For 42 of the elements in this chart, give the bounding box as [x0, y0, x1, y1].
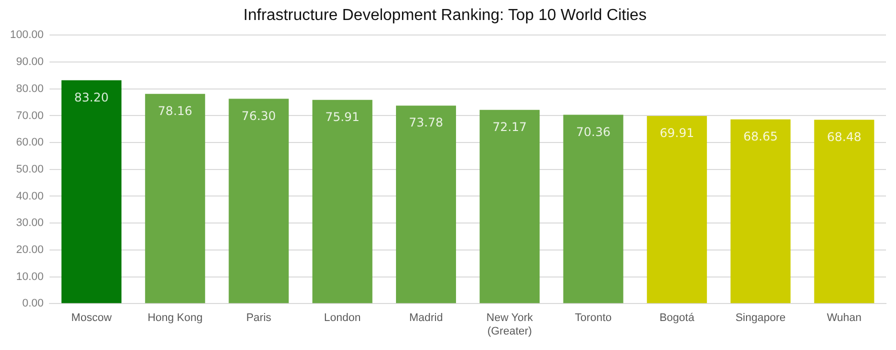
y-tick-label: 20.00	[16, 244, 44, 256]
y-tick-label: 0.00	[22, 298, 44, 310]
x-tick-label: Hong Kong	[148, 312, 203, 324]
x-tick-label: Paris	[246, 312, 272, 324]
data-label: 76.30	[242, 108, 276, 123]
bar	[61, 80, 122, 304]
data-label: 68.65	[743, 129, 778, 144]
data-label: 70.36	[576, 124, 610, 139]
x-tick-label: New York (Greater)	[486, 312, 534, 338]
y-tick-label: 80.00	[16, 82, 44, 95]
y-tick-label: 60.00	[16, 136, 44, 149]
bar	[145, 94, 206, 304]
chart-title: Infrastructure Development Ranking: Top 10 World Cities	[243, 7, 647, 24]
y-tick-label: 100.00	[10, 29, 44, 42]
x-tick-label: Toronto	[574, 312, 612, 324]
y-tick-label: 40.00	[16, 190, 44, 202]
data-label: 68.48	[827, 130, 862, 144]
bar	[563, 114, 624, 304]
y-tick-label: 30.00	[16, 217, 44, 230]
bar	[228, 98, 289, 304]
y-tick-label: 70.00	[16, 110, 44, 122]
x-tick-label: Singapore	[735, 312, 786, 324]
data-label: 83.20	[74, 90, 109, 104]
bar	[730, 119, 791, 304]
data-label: 78.16	[158, 104, 192, 118]
x-tick-label: Moscow	[71, 312, 112, 324]
x-tick-label: London	[324, 312, 361, 324]
y-tick-label: 90.00	[16, 56, 44, 68]
bar	[312, 100, 372, 304]
bar	[396, 106, 456, 304]
bar	[814, 120, 874, 304]
bar	[480, 110, 540, 304]
bar	[646, 116, 707, 304]
x-tick-label: Wuhan	[826, 312, 862, 324]
data-label: 73.78	[408, 116, 444, 130]
x-tick-label: Bogotá	[659, 312, 696, 324]
y-tick-label: 50.00	[16, 163, 44, 176]
data-label: 72.17	[492, 120, 527, 134]
data-label: 75.91	[325, 110, 360, 124]
data-label: 69.91	[660, 126, 694, 140]
x-tick-label: Madrid	[409, 312, 443, 324]
y-tick-label: 10.00	[16, 270, 44, 283]
